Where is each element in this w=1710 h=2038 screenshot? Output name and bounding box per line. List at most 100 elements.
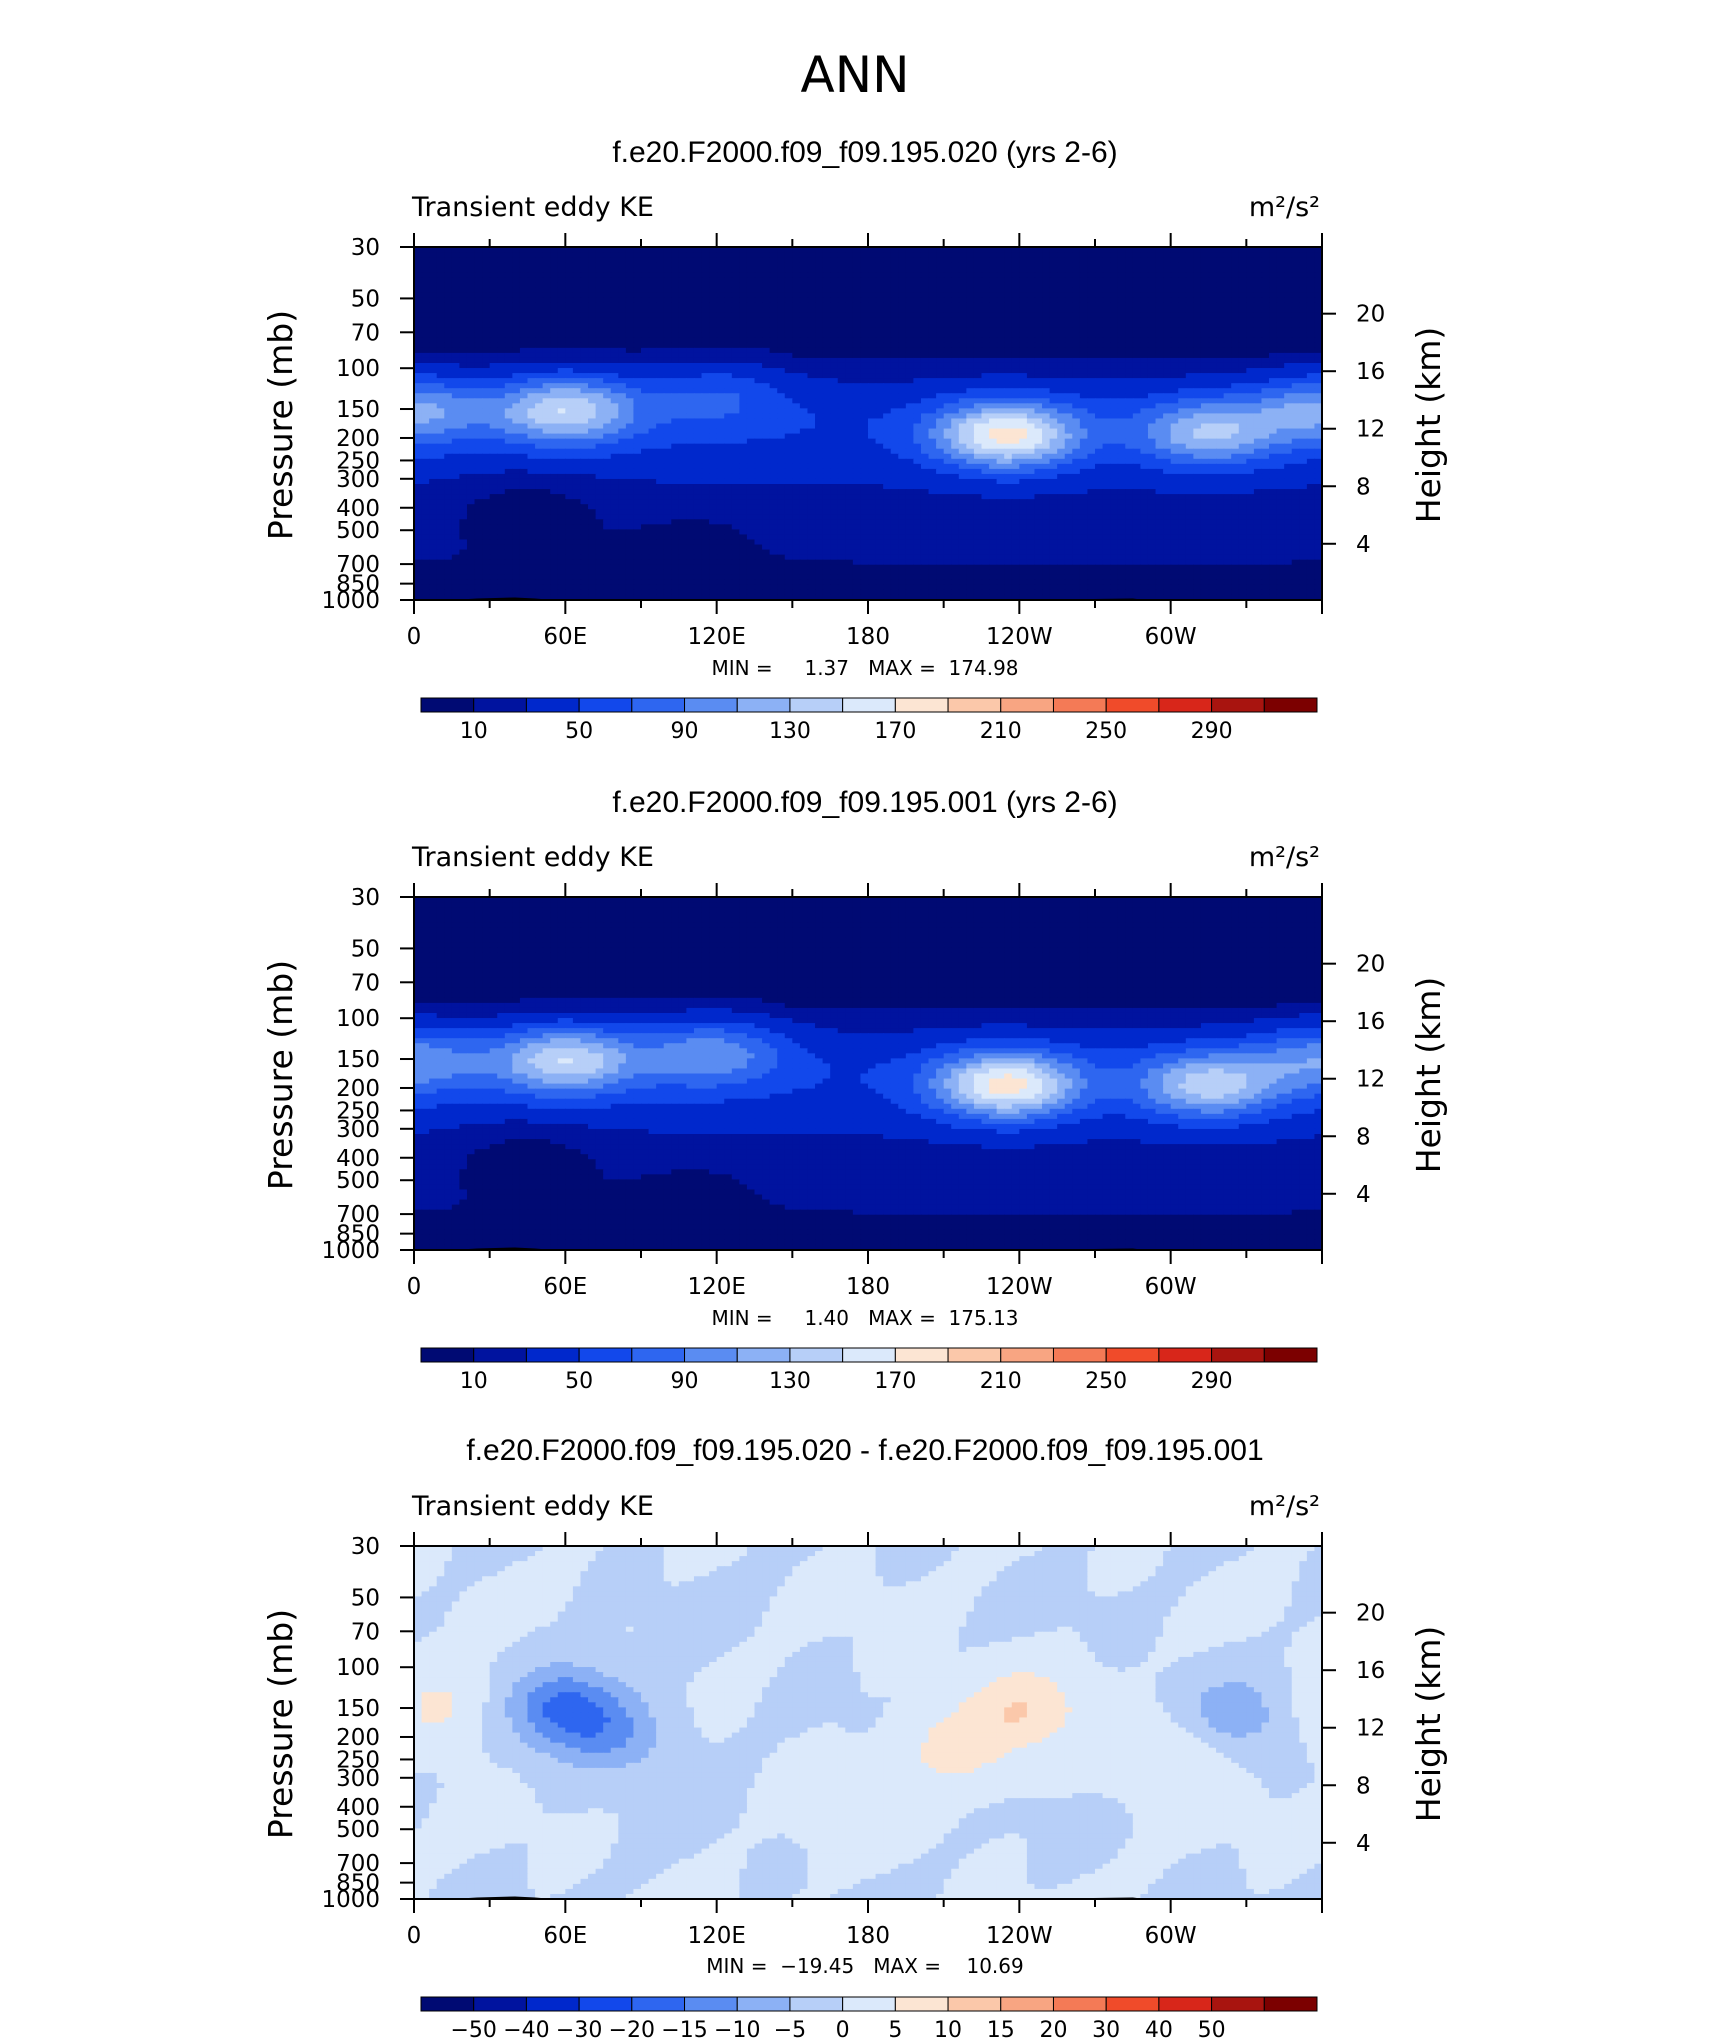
- contour-cell: [724, 393, 732, 399]
- contour-cell: [543, 282, 551, 288]
- contour-cell: [422, 388, 430, 394]
- contour-cell: [777, 257, 785, 263]
- contour-cell: [422, 373, 430, 379]
- contour-cell: [459, 373, 467, 379]
- contour-cell: [1178, 333, 1186, 339]
- contour-cell: [974, 383, 982, 389]
- contour-cell: [543, 302, 551, 308]
- contour-cell: [1034, 449, 1042, 455]
- contour-cell: [702, 393, 710, 399]
- contour-cell: [641, 302, 649, 308]
- contour-cell: [452, 297, 460, 303]
- contour-cell: [1156, 292, 1164, 298]
- contour-cell: [618, 318, 626, 324]
- contour-cell: [580, 267, 588, 273]
- contour-cell: [830, 328, 838, 334]
- contour-cell: [853, 302, 861, 308]
- contour-cell: [641, 403, 649, 409]
- contour-cell: [845, 318, 853, 324]
- contour-cell: [1027, 444, 1035, 450]
- contour-cell: [1186, 302, 1194, 308]
- contour-cell: [550, 424, 558, 430]
- contour-cell: [1216, 348, 1224, 354]
- contour-cell: [1110, 424, 1118, 430]
- contour-cell: [1065, 429, 1073, 435]
- contour-cell: [565, 388, 573, 394]
- contour-cell: [1216, 333, 1224, 339]
- contour-cell: [656, 338, 664, 344]
- contour-cell: [815, 282, 823, 288]
- contour-cell: [906, 358, 914, 364]
- contour-cell: [656, 439, 664, 445]
- contour-cell: [588, 252, 596, 258]
- contour-cell: [1284, 287, 1292, 293]
- contour-cell: [1110, 302, 1118, 308]
- contour-cell: [467, 413, 475, 419]
- contour-cell: [1178, 398, 1186, 404]
- contour-cell: [437, 282, 445, 288]
- contour-cell: [573, 378, 581, 384]
- contour-cell: [1140, 398, 1148, 404]
- contour-cell: [1050, 363, 1058, 369]
- contour-cell: [1231, 393, 1239, 399]
- contour-cell: [444, 257, 452, 263]
- contour-cell: [724, 257, 732, 263]
- contour-cell: [1156, 393, 1164, 399]
- contour-cell: [550, 398, 558, 404]
- contour-cell: [497, 313, 505, 319]
- contour-cell: [853, 252, 861, 258]
- contour-cell: [1110, 343, 1118, 349]
- contour-cell: [686, 297, 694, 303]
- contour-cell: [1261, 439, 1269, 445]
- contour-cell: [422, 318, 430, 324]
- contour-cell: [830, 444, 838, 450]
- contour-cell: [649, 413, 657, 419]
- contour-cell: [649, 418, 657, 424]
- contour-cell: [1231, 323, 1239, 329]
- contour-cell: [671, 363, 679, 369]
- contour-cell: [444, 454, 452, 460]
- contour-cell: [929, 282, 937, 288]
- contour-cell: [656, 434, 664, 440]
- contour-cell: [467, 424, 475, 430]
- contour-cell: [883, 302, 891, 308]
- contour-cell: [755, 333, 763, 339]
- contour-cell: [452, 343, 460, 349]
- contour-cell: [853, 393, 861, 399]
- contour-cell: [792, 434, 800, 440]
- contour-cell: [951, 333, 959, 339]
- contour-cell: [1057, 262, 1065, 268]
- contour-cell: [656, 449, 664, 455]
- contour-cell: [1261, 353, 1269, 359]
- contour-cell: [1080, 358, 1088, 364]
- contour-cell: [747, 429, 755, 435]
- contour-cell: [618, 353, 626, 359]
- contour-cell: [1201, 323, 1209, 329]
- contour-cell: [1140, 257, 1148, 263]
- contour-cell: [528, 333, 536, 339]
- contour-cell: [422, 282, 430, 288]
- contour-cell: [686, 302, 694, 308]
- contour-cell: [755, 252, 763, 258]
- contour-cell: [936, 323, 944, 329]
- contour-cell: [732, 343, 740, 349]
- contour-cell: [1103, 257, 1111, 263]
- contour-cell: [898, 333, 906, 339]
- contour-cell: [1156, 262, 1164, 268]
- contour-cell: [702, 398, 710, 404]
- contour-cell: [1034, 338, 1042, 344]
- contour-cell: [528, 363, 536, 369]
- contour-cell: [1178, 444, 1186, 450]
- contour-cell: [1019, 383, 1027, 389]
- contour-cell: [664, 257, 672, 263]
- contour-cell: [724, 328, 732, 334]
- contour-cell: [1034, 439, 1042, 445]
- contour-cell: [1277, 373, 1285, 379]
- contour-cell: [1057, 257, 1065, 263]
- contour-cell: [664, 272, 672, 278]
- contour-cell: [876, 429, 884, 435]
- contour-cell: [1156, 302, 1164, 308]
- contour-cell: [1095, 358, 1103, 364]
- contour-cell: [989, 429, 997, 435]
- contour-cell: [641, 282, 649, 288]
